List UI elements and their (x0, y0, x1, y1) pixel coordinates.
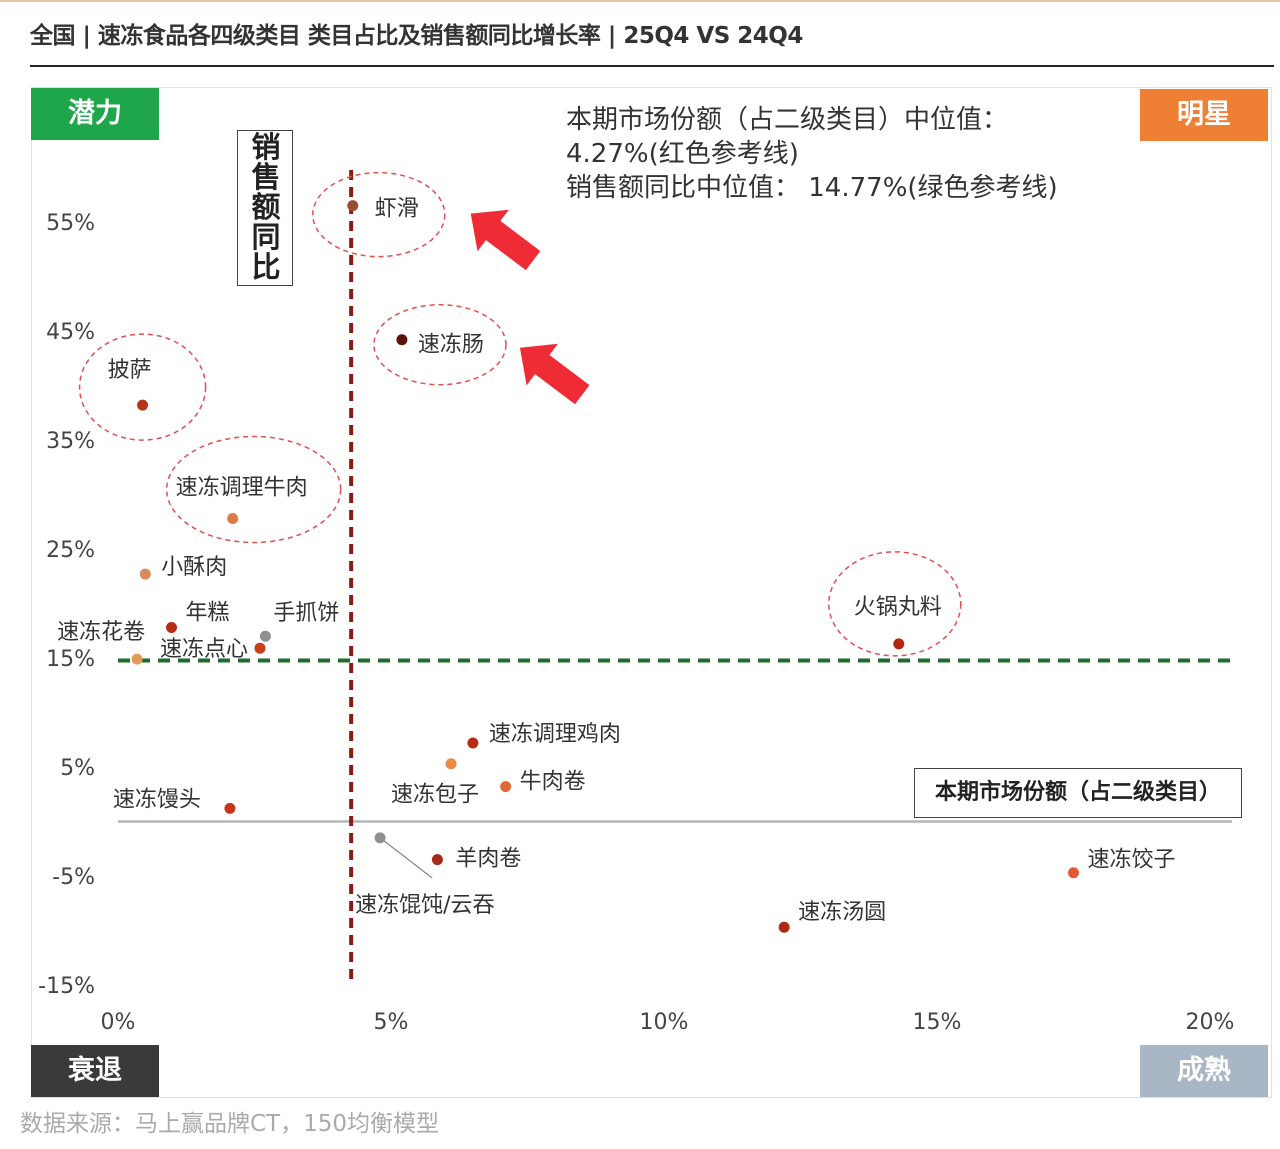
point-label: 速冻花卷 (57, 620, 145, 645)
x-tick-label: 15% (913, 1010, 962, 1035)
median-info: 本期市场份额（占二级类目）中位值： 4.27%(红色参考线) 销售额同比中位值：… (566, 103, 1058, 205)
data-point (347, 200, 359, 212)
point-label: 速冻包子 (391, 783, 479, 808)
highlight-circle (312, 171, 446, 258)
median-info-line-2: 4.27%(红色参考线) (566, 139, 799, 169)
point-label: 披萨 (108, 358, 152, 383)
x-axis-title: 本期市场份额（占二级类目） (914, 768, 1242, 818)
y-axis-title-box (237, 130, 293, 286)
data-point (131, 653, 143, 665)
point-label: 速冻调理鸡肉 (489, 722, 621, 747)
data-point (166, 621, 178, 633)
y-tick-label: 35% (46, 429, 95, 454)
label-leader-line (379, 837, 433, 879)
data-point (139, 568, 151, 580)
point-label: 虾滑 (375, 197, 419, 222)
highlight-circle (165, 435, 342, 544)
highlight-arrow (470, 209, 541, 271)
highlight-arrow-shape (519, 343, 590, 405)
point-label: 速冻饺子 (1088, 848, 1176, 873)
highlight-circle (78, 333, 207, 441)
x-tick-label: 20% (1186, 1010, 1235, 1035)
highlight-arrow (519, 343, 590, 405)
data-source-note: 数据来源：马上赢品牌CT，150均衡模型 (20, 1111, 440, 1137)
data-point (893, 638, 905, 650)
point-label: 手抓饼 (273, 601, 339, 626)
x-tick-label: 10% (640, 1010, 689, 1035)
highlight-circle (828, 551, 962, 657)
quadrant-label-mature: 成熟 (1140, 1045, 1268, 1097)
y-tick-label: 45% (46, 320, 95, 345)
y-tick-label: 5% (60, 756, 95, 781)
point-label: 羊肉卷 (455, 847, 521, 872)
point-label: 年糕 (186, 600, 230, 625)
highlight-arrow-shape (470, 209, 541, 271)
median-info-line-1: 本期市场份额（占二级类目）中位值： (566, 105, 1009, 135)
data-point (431, 854, 443, 866)
top-accent-rule (0, 0, 1280, 2)
data-point (374, 832, 386, 844)
data-point (396, 334, 408, 346)
point-label: 牛肉卷 (520, 770, 586, 795)
page-title: 全国 | 速冻食品各四级类目 类目占比及销售额同比增长率 | 25Q4 VS 2… (30, 23, 803, 49)
point-label: 速冻馄饨/云吞 (355, 893, 494, 918)
y-tick-label: 15% (46, 647, 95, 672)
data-point (467, 737, 479, 749)
y-tick-label: -15% (38, 974, 95, 999)
data-point (224, 802, 236, 814)
quadrant-label-potential: 潜力 (31, 88, 159, 140)
chart-frame (31, 87, 1272, 1098)
quadrant-label-decline: 衰退 (31, 1045, 159, 1097)
title-divider (30, 65, 1274, 67)
data-point (778, 921, 790, 933)
data-point (1068, 867, 1079, 879)
data-point (137, 399, 149, 411)
highlight-circle (373, 303, 507, 386)
x-tick-label: 0% (101, 1010, 136, 1035)
data-point (227, 512, 239, 524)
point-label: 小酥肉 (161, 555, 227, 580)
y-tick-label: 55% (46, 211, 95, 236)
quadrant-label-star: 明星 (1140, 89, 1268, 141)
data-point (259, 630, 271, 642)
point-label: 速冻调理牛肉 (176, 475, 308, 500)
x-tick-label: 5% (374, 1010, 409, 1035)
data-point (445, 758, 457, 770)
y-tick-label: 25% (46, 538, 95, 563)
point-label: 速冻汤圆 (798, 900, 886, 925)
y-axis-title: 销售额同比 (251, 130, 280, 284)
y-tick-label: -5% (52, 865, 95, 890)
point-label: 速冻点心 (160, 637, 248, 662)
point-label: 火锅丸料 (854, 595, 942, 620)
data-point (500, 781, 512, 793)
data-point (254, 642, 266, 654)
point-label: 速冻馒头 (113, 787, 201, 812)
median-info-line-3: 销售额同比中位值： 14.77%(绿色参考线) (566, 173, 1058, 203)
point-label: 速冻肠 (418, 333, 484, 358)
